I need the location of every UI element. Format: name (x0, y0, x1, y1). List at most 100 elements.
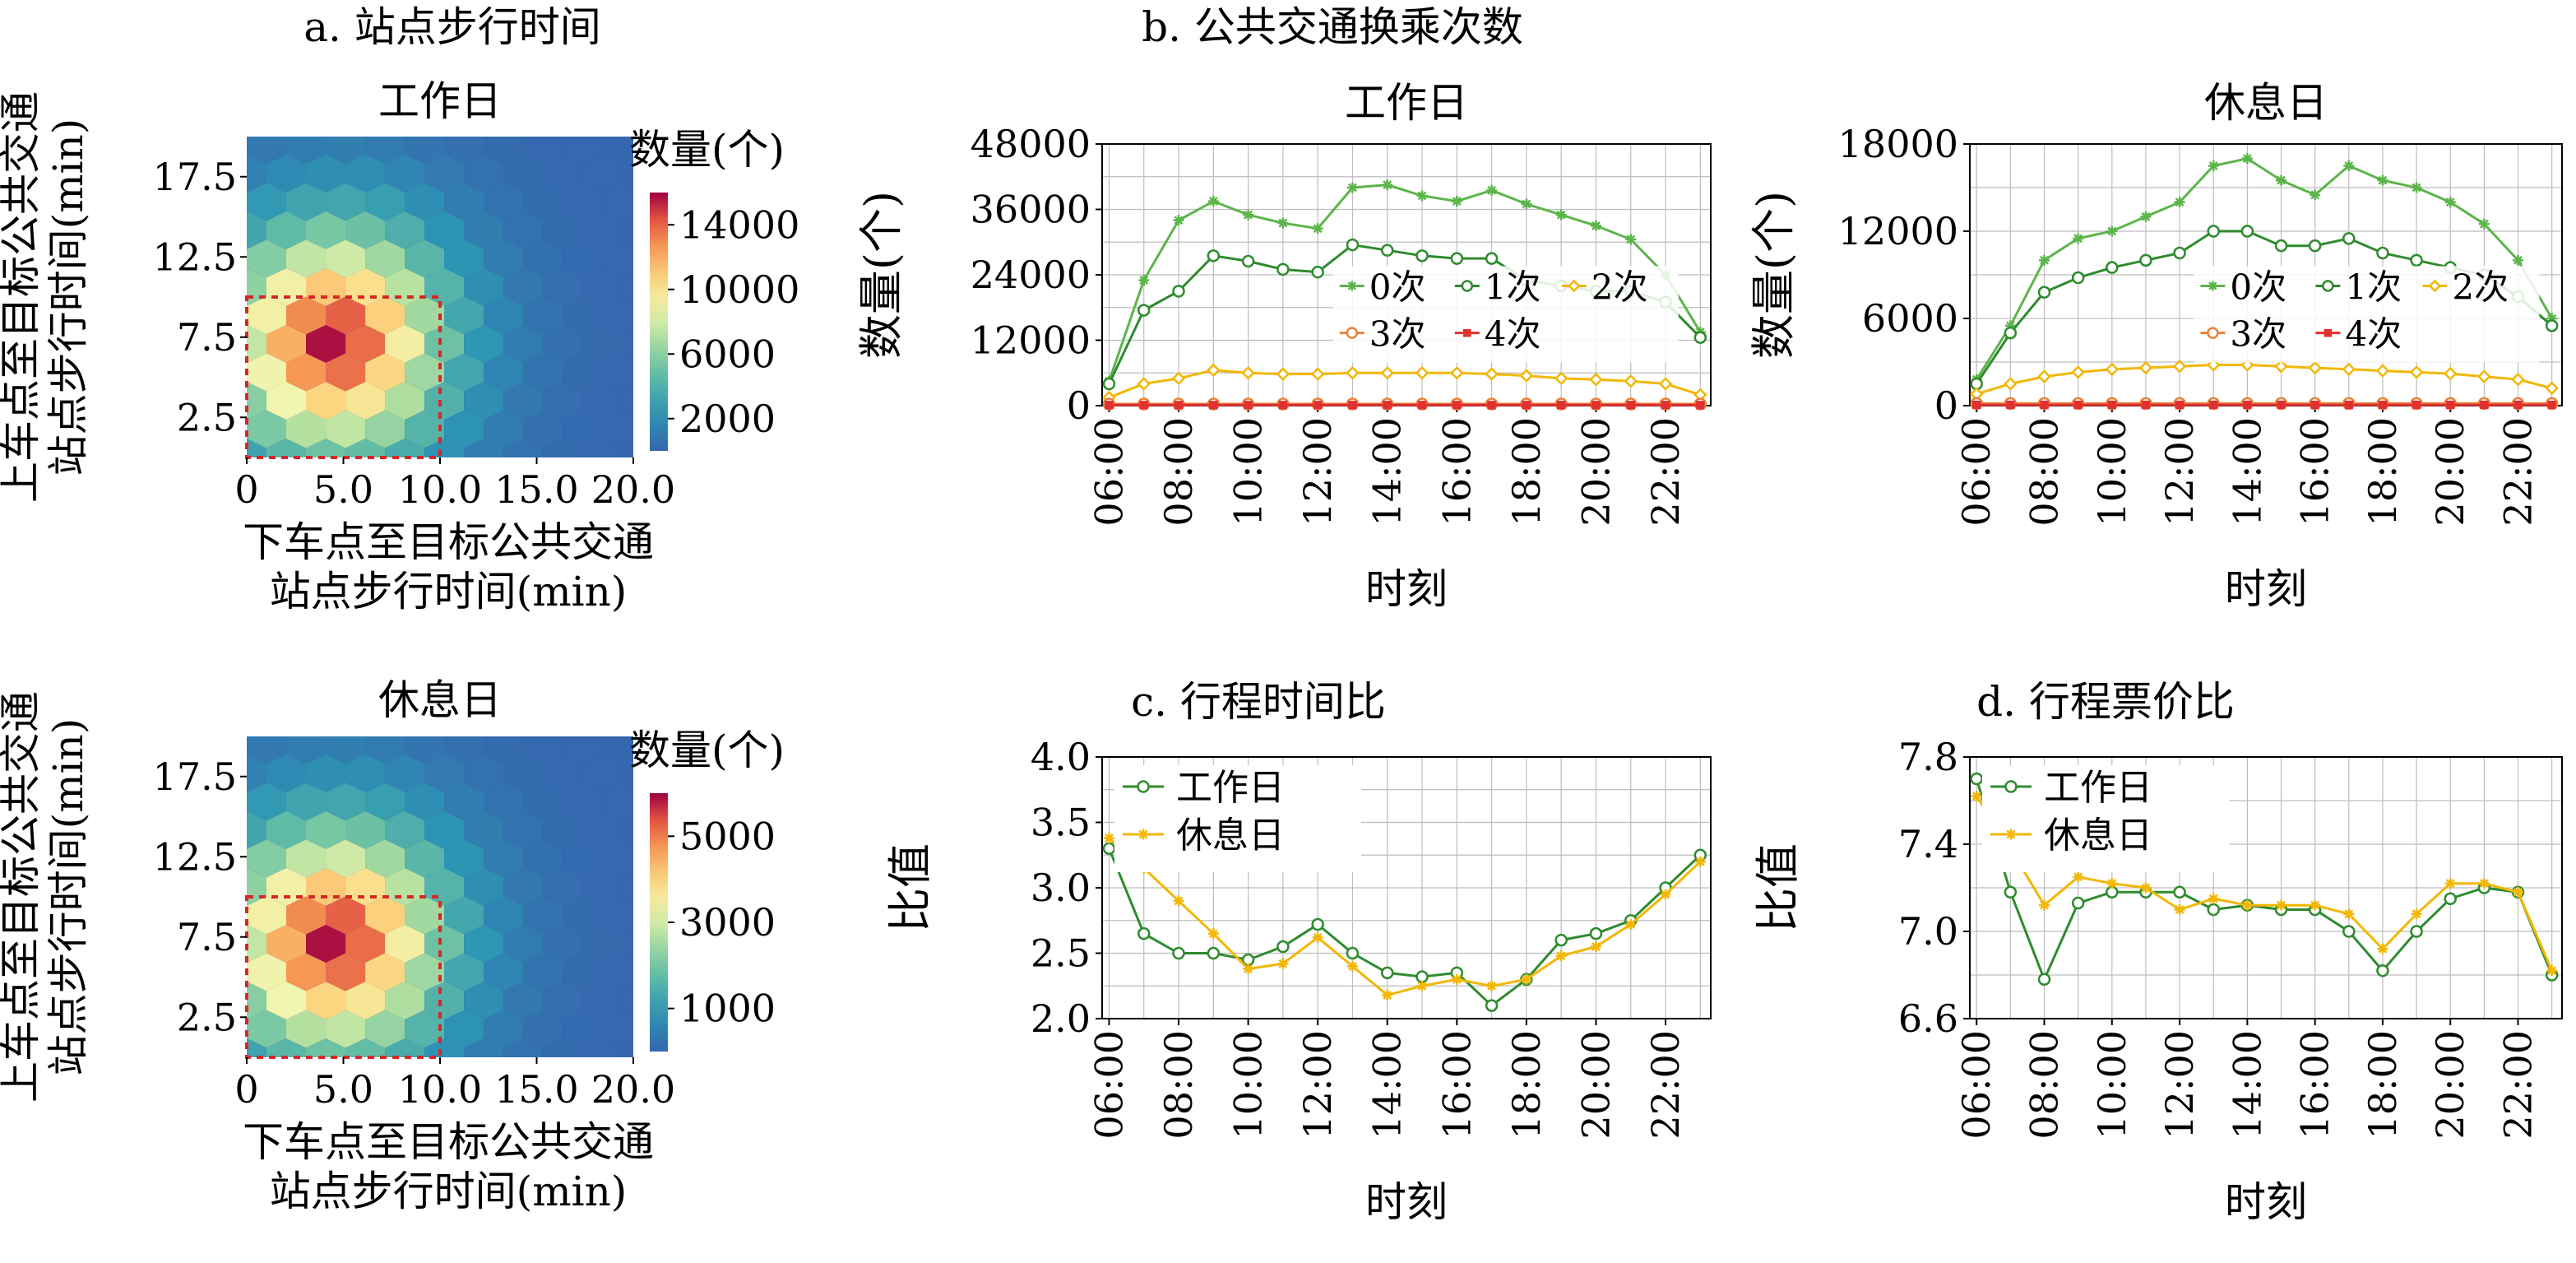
hex-cell (227, 641, 266, 679)
x-tick-label: 10.0 (398, 1067, 482, 1112)
colorbar-tick-label: 2000 (679, 397, 776, 441)
data-point (1589, 926, 1603, 940)
data-point (1383, 401, 1392, 410)
data-point (1486, 980, 1498, 991)
hex-cell (622, 758, 633, 788)
hex-cell (266, 924, 306, 963)
data-point (1207, 363, 1221, 378)
data-point (1660, 889, 1671, 900)
hex-cell (563, 296, 603, 335)
hex-cell (424, 439, 465, 457)
y-tick-label: 36000 (971, 188, 1091, 232)
hex-cell (563, 353, 603, 392)
hex-cell (405, 353, 445, 392)
hex-cell (326, 782, 366, 821)
hex-cell (543, 810, 583, 849)
hex-cell (286, 896, 327, 935)
x-tick-label: 10:00 (2090, 1030, 2134, 1140)
colorbar-tick-label: 10000 (679, 267, 799, 312)
hex-cell (563, 137, 603, 165)
hex-cell (582, 324, 623, 363)
y-tick-label: 0 (1067, 383, 1091, 428)
hex-cell (385, 810, 425, 849)
hex-cell (286, 410, 327, 448)
hex-cell (306, 324, 346, 363)
hex-cell (563, 69, 602, 107)
data-point (2511, 372, 2525, 387)
hex-cell (503, 267, 544, 306)
hex-cell (385, 924, 425, 963)
hex-cell (345, 211, 386, 249)
hex-cell (622, 985, 633, 1016)
hex-cell (306, 382, 346, 420)
hex-cell (543, 98, 582, 136)
data-point (1103, 833, 1114, 844)
hex-cell (681, 12, 720, 50)
data-point (2037, 369, 2051, 383)
hex-cell (306, 154, 346, 193)
hex-cell (326, 296, 366, 335)
hex-cell (523, 953, 563, 991)
hex-cell (622, 928, 633, 959)
hex-cell (326, 612, 365, 650)
data-point (1207, 946, 1221, 960)
hex-cell (503, 867, 544, 906)
hex-cell (602, 839, 633, 878)
data-point (1970, 772, 1983, 786)
hex-cell (602, 736, 633, 764)
hex-cell (306, 924, 346, 963)
data-point (1971, 791, 1982, 802)
hex-cell (385, 154, 425, 193)
hex-cell (424, 324, 465, 363)
hex-cell (266, 98, 306, 136)
data-point (1346, 365, 1360, 380)
colorbar-tick-label: 6000 (679, 332, 776, 376)
hex-cell (207, 12, 247, 50)
data-point (1696, 401, 1705, 410)
hex-cell (227, 98, 266, 136)
y-tick-label: 3.0 (1031, 866, 1091, 910)
colorbar-tick-label: 1000 (679, 987, 776, 1031)
data-point (1346, 960, 1358, 972)
data-point (1346, 946, 1360, 960)
x-tick-label: 20:00 (1573, 1030, 1618, 1140)
x-tick-label: 18:00 (1504, 417, 1549, 527)
data-point (2409, 365, 2424, 379)
data-point (2446, 400, 2455, 410)
hex-cell (622, 1042, 633, 1057)
data-point (1590, 220, 1601, 231)
data-point (1102, 842, 1116, 856)
colorbar-label: 数量(个) (629, 727, 785, 774)
data-point (2546, 965, 2558, 977)
data-point (2106, 878, 2118, 889)
x-tick-label: 06:00 (1086, 1030, 1131, 1140)
hex-cell (345, 154, 386, 193)
hex-cell (681, 467, 720, 505)
data-point (1485, 367, 1499, 381)
data-point (2004, 326, 2018, 340)
hex-cell (464, 754, 504, 792)
hex-cell (286, 137, 327, 165)
hex-cell (444, 137, 484, 165)
hex-cell (286, 296, 327, 335)
hex-cell (523, 736, 563, 764)
hex-cell (227, 698, 266, 736)
legend-box (1332, 266, 1679, 363)
hex-cell (306, 641, 345, 679)
hex-cell (424, 810, 465, 849)
hex-cell (523, 239, 563, 278)
data-point (2342, 362, 2356, 377)
hex-cell (444, 239, 484, 278)
x-axis-label: 时刻 (1365, 1178, 1448, 1226)
data-point (1137, 780, 1150, 793)
hex-cell (602, 953, 633, 991)
data-point (2174, 904, 2185, 915)
legend-label: 0次 (1369, 267, 1426, 307)
data-point (2039, 899, 2050, 911)
hex-cell (266, 382, 306, 420)
hex-cell (188, 641, 227, 679)
hex-cell (266, 211, 306, 249)
hex-cell (286, 669, 326, 707)
hex-cell (602, 296, 633, 335)
hex-cell (543, 154, 583, 193)
